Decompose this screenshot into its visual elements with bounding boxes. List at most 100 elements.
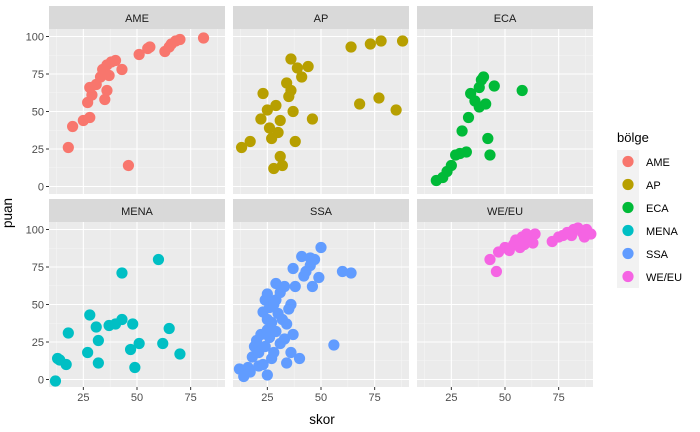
- legend-label: AME: [646, 157, 670, 169]
- data-point: [296, 71, 308, 83]
- data-point: [278, 333, 291, 345]
- data-point: [308, 253, 321, 266]
- data-point: [285, 53, 297, 65]
- data-point: [364, 38, 376, 50]
- legend-item-ap: AP: [617, 173, 661, 196]
- facet-strip: [233, 199, 409, 222]
- facet-strip: [233, 6, 409, 29]
- data-point: [263, 122, 276, 134]
- y-axes: 0 25 50 75 100 0 25 50 75 100: [26, 32, 49, 387]
- data-point: [460, 146, 472, 158]
- legend-label: ECA: [646, 203, 669, 215]
- data-point: [60, 358, 72, 371]
- legend-items: AME AP ECA MENA SSA WE/EU: [617, 150, 682, 288]
- x-tick-label: 50: [131, 392, 143, 404]
- data-point: [244, 135, 256, 148]
- data-point: [529, 228, 541, 240]
- data-point: [278, 280, 291, 293]
- x-tick-label: 75: [369, 392, 381, 404]
- facet-panel-mena: MENA: [49, 199, 225, 387]
- data-point: [274, 114, 286, 127]
- data-point: [315, 241, 327, 254]
- data-point: [109, 54, 122, 67]
- data-point: [482, 132, 494, 145]
- data-point: [313, 271, 325, 284]
- data-point: [116, 267, 128, 279]
- legend-key-point: [622, 247, 634, 260]
- data-point: [490, 265, 503, 278]
- data-point: [373, 92, 385, 104]
- data-point: [99, 93, 111, 106]
- data-point: [244, 366, 256, 378]
- data-point: [261, 369, 273, 381]
- legend-label: MENA: [646, 226, 678, 238]
- facet-strip-label: MENA: [121, 206, 153, 218]
- data-point: [336, 265, 349, 278]
- data-point: [101, 84, 113, 97]
- facet-panel-ame: AME: [49, 6, 225, 194]
- data-point: [116, 63, 128, 76]
- y-tick-label: 75: [32, 262, 44, 274]
- legend-key-point: [622, 270, 634, 283]
- facet-strip-label: WE/EU: [487, 206, 523, 218]
- y-tick-label: 25: [32, 144, 44, 156]
- x-tick-label: 75: [185, 392, 197, 404]
- facet-strip: [49, 199, 225, 222]
- data-point: [480, 98, 492, 110]
- data-point: [306, 280, 319, 293]
- data-point: [261, 288, 273, 300]
- legend-key-point: [622, 178, 634, 191]
- data-point: [163, 322, 175, 335]
- data-point: [197, 32, 210, 44]
- data-point: [157, 337, 169, 350]
- data-point: [62, 141, 74, 154]
- data-point: [49, 375, 62, 387]
- y-tick-label: 100: [26, 32, 44, 44]
- y-tick-label: 75: [32, 69, 44, 81]
- legend-item-ame: AME: [617, 150, 670, 173]
- data-point: [375, 35, 387, 47]
- x-tick-label: 75: [553, 392, 565, 404]
- data-point: [116, 313, 128, 326]
- data-point: [484, 149, 496, 161]
- data-point: [289, 135, 301, 148]
- data-point: [585, 228, 597, 240]
- data-point: [103, 69, 115, 82]
- data-point: [270, 325, 282, 338]
- data-point: [90, 321, 102, 333]
- data-point: [345, 267, 357, 279]
- data-point: [289, 280, 301, 293]
- data-point: [92, 334, 104, 347]
- data-point: [276, 159, 288, 172]
- x-tick-label: 25: [261, 392, 273, 404]
- legend-title: bölge: [617, 130, 649, 145]
- x-axis-title: skor: [309, 412, 335, 427]
- data-point: [129, 361, 141, 374]
- legend-label: AP: [646, 180, 661, 192]
- data-point: [296, 250, 308, 263]
- facet-strip-label: SSA: [310, 206, 333, 218]
- legend-key-point: [622, 155, 634, 168]
- data-point: [291, 62, 303, 74]
- y-tick-label: 50: [32, 300, 44, 312]
- data-point: [281, 357, 293, 369]
- data-point: [328, 339, 340, 351]
- facet-strip-label: AME: [125, 13, 149, 25]
- data-point: [488, 80, 500, 92]
- data-point: [516, 84, 528, 97]
- data-point: [272, 126, 284, 139]
- data-point: [174, 348, 186, 360]
- data-point: [133, 337, 145, 350]
- data-point: [270, 277, 282, 290]
- data-point: [285, 84, 297, 97]
- legend-label: SSA: [646, 249, 669, 261]
- data-point: [477, 71, 490, 83]
- legend-item-we-eu: WE/EU: [617, 265, 682, 288]
- data-point: [293, 352, 306, 365]
- data-point: [127, 318, 139, 330]
- x-tick-label: 50: [315, 392, 327, 404]
- x-axes: 25 50 75 25 50 75 25 50 75: [77, 387, 565, 404]
- y-tick-label: 100: [26, 225, 44, 237]
- data-point: [287, 105, 299, 118]
- legend-item-mena: MENA: [617, 219, 678, 242]
